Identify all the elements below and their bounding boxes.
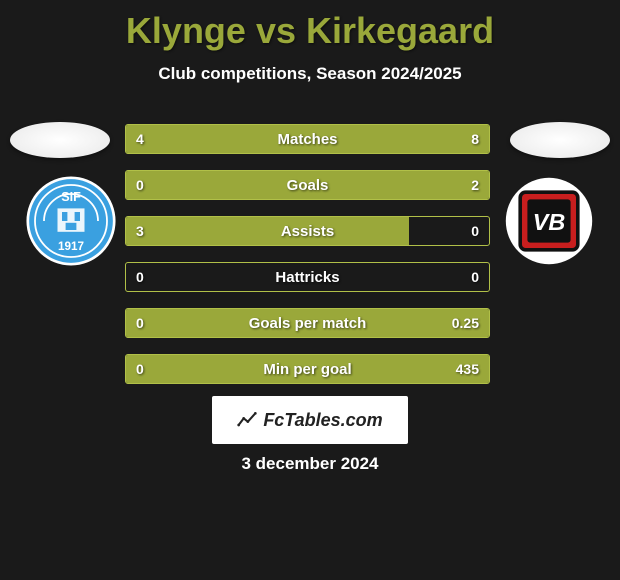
stat-value-right: 2 [461,171,489,199]
svg-text:1917: 1917 [58,240,84,253]
stat-row-hattricks: 0 Hattricks 0 [125,262,490,292]
stat-value-right: 0 [461,263,489,291]
stat-label: Matches [126,125,489,153]
stat-row-matches: 4 Matches 8 [125,124,490,154]
watermark: FcTables.com [212,396,408,444]
stat-row-goals: 0 Goals 2 [125,170,490,200]
player-photo-right [510,122,610,158]
stats-bars: 4 Matches 8 0 Goals 2 3 Assists 0 0 Hatt… [125,124,490,400]
stat-value-right: 8 [461,125,489,153]
stat-value-right: 0 [461,217,489,245]
stat-row-goals-per-match: 0 Goals per match 0.25 [125,308,490,338]
subtitle: Club competitions, Season 2024/2025 [0,64,620,84]
stat-label: Min per goal [126,355,489,383]
stat-value-right: 0.25 [442,309,489,337]
club-badge-right: VB [504,176,594,266]
watermark-text: FcTables.com [263,410,382,431]
stat-value-right: 435 [446,355,489,383]
stat-row-assists: 3 Assists 0 [125,216,490,246]
stat-row-min-per-goal: 0 Min per goal 435 [125,354,490,384]
svg-text:VB: VB [533,209,566,235]
date-line: 3 december 2024 [0,454,620,474]
player-photo-left [10,122,110,158]
page-title: Klynge vs Kirkegaard [0,0,620,52]
stat-label: Goals [126,171,489,199]
stat-label: Hattricks [126,263,489,291]
svg-text:SIF: SIF [61,190,81,204]
stat-label: Assists [126,217,489,245]
chart-icon [237,410,257,430]
club-badge-left: SIF 1917 [26,176,116,266]
stat-label: Goals per match [126,309,489,337]
